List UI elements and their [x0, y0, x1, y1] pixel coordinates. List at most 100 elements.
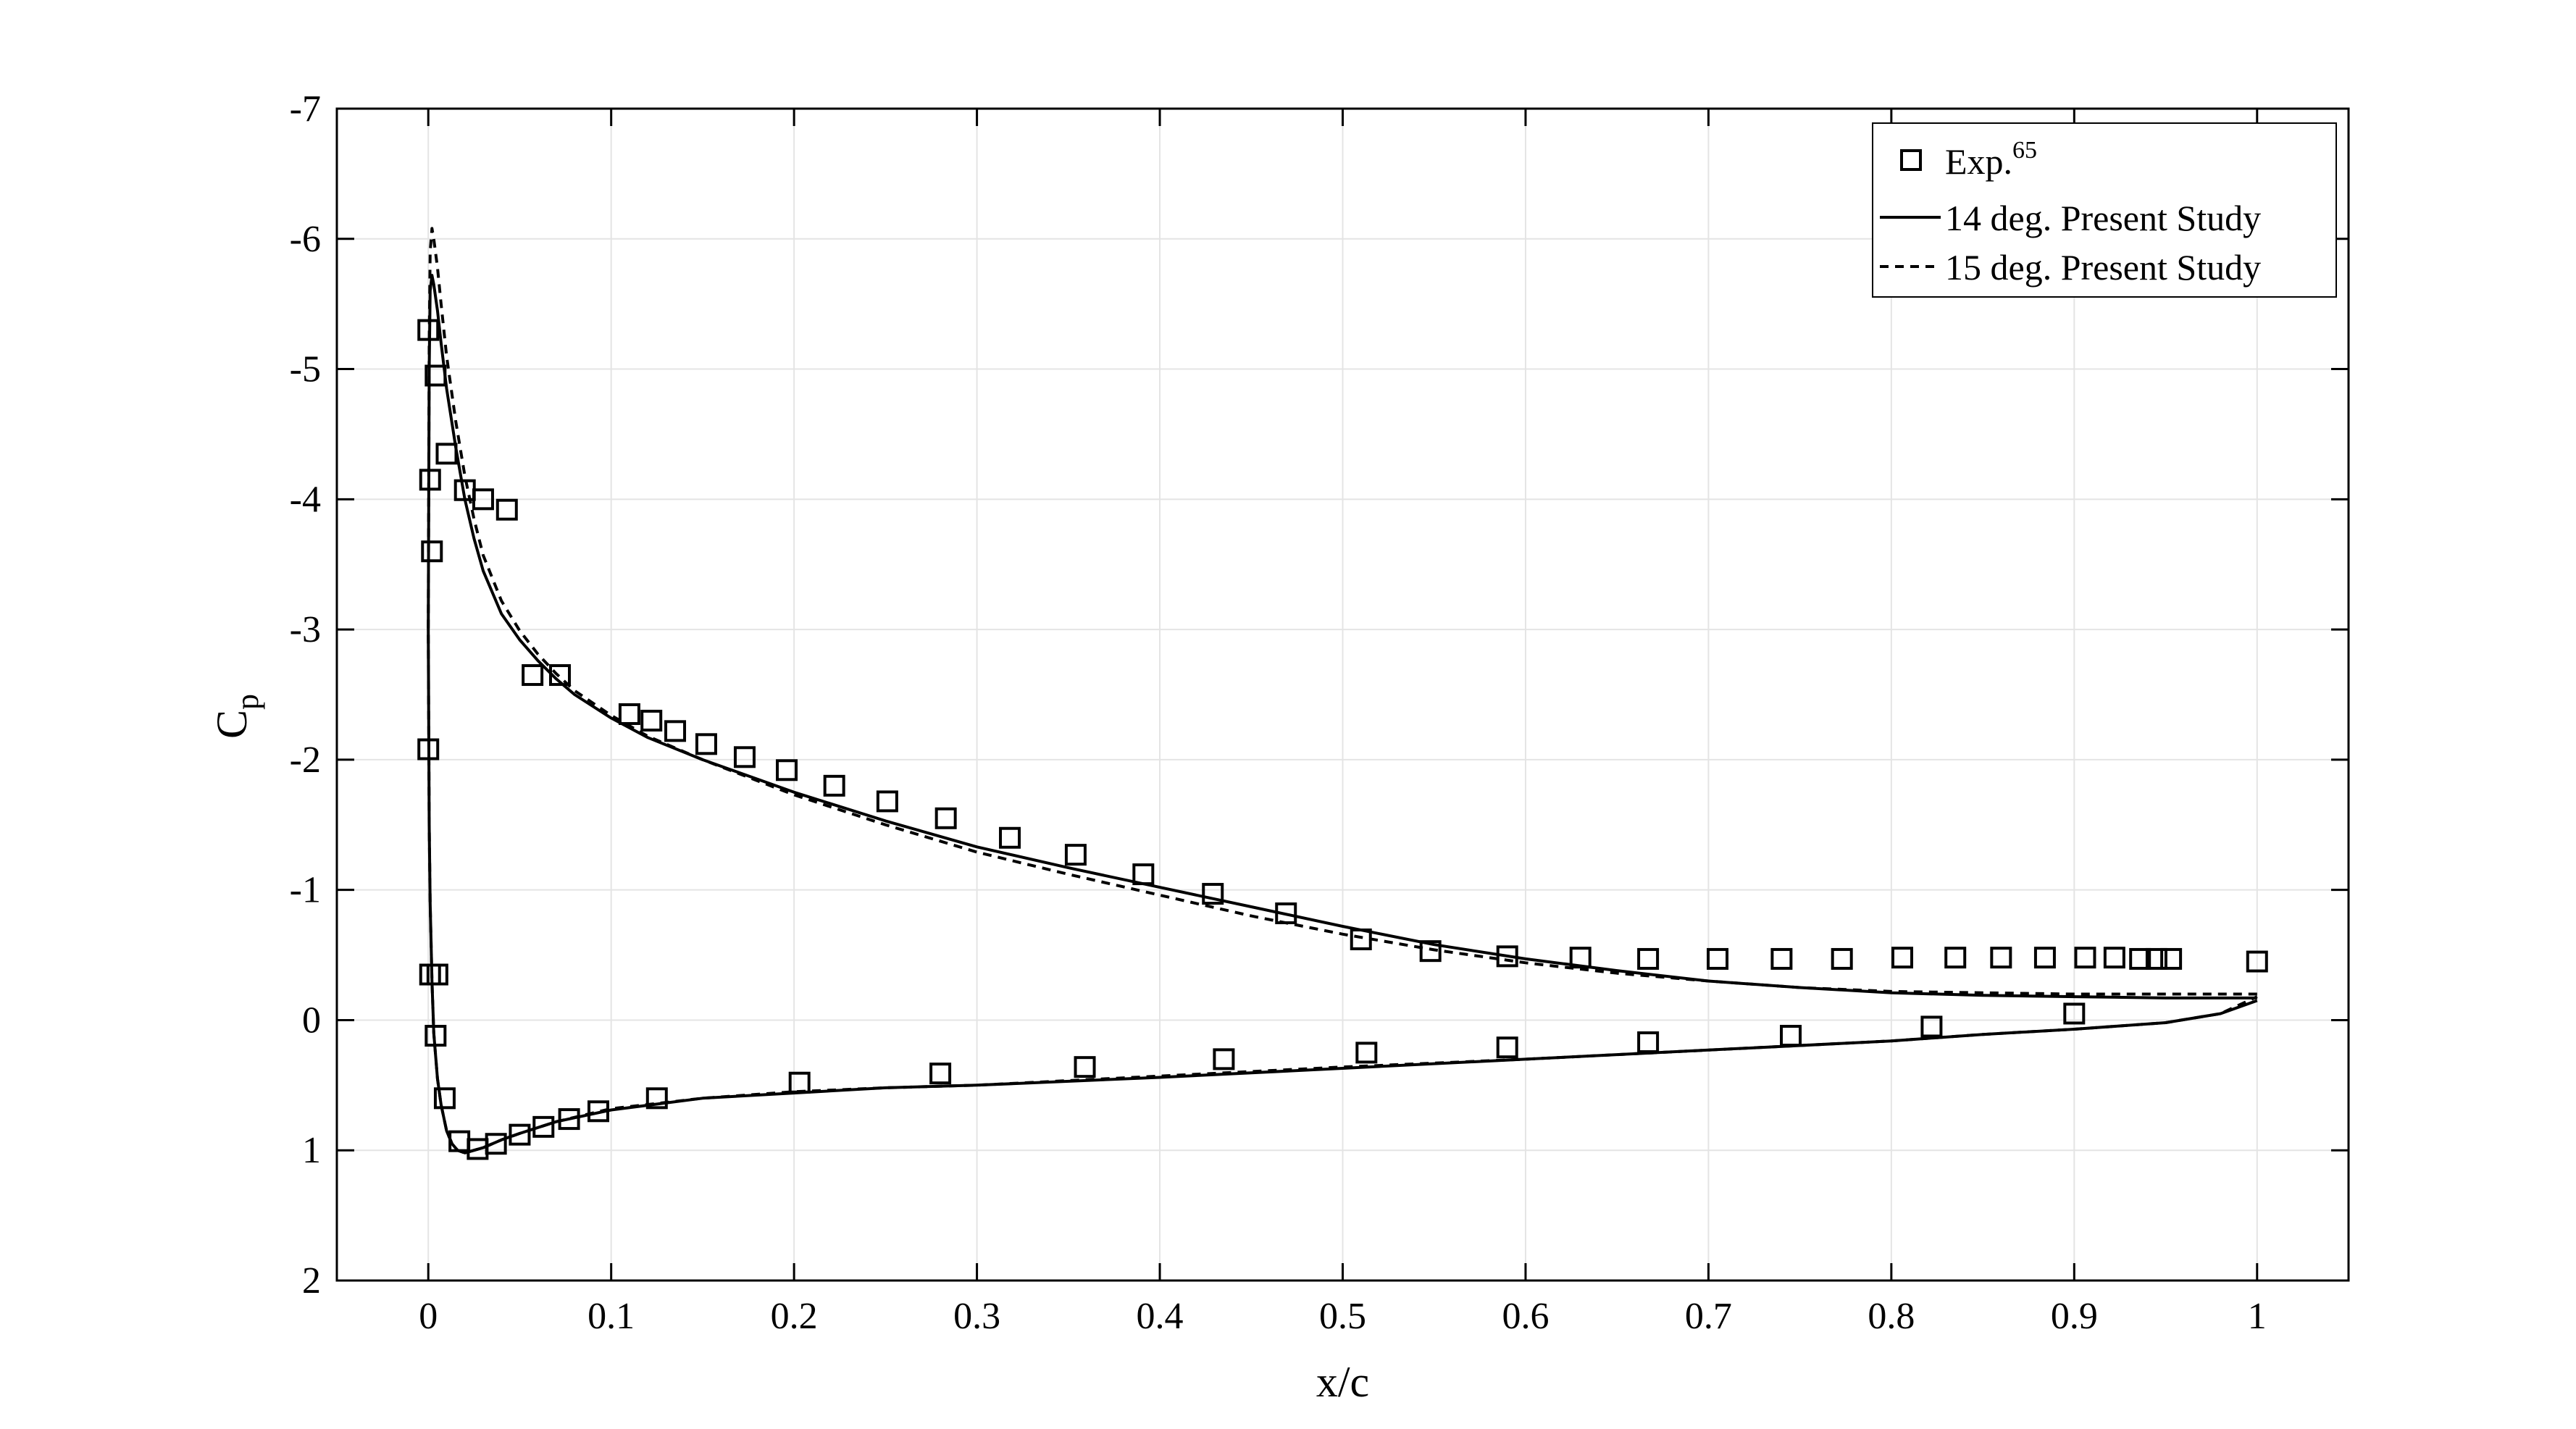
exp-data-point [2145, 947, 2167, 970]
y-axis-label-subscript: p [230, 694, 265, 710]
exp-data-point [934, 807, 957, 829]
exp-data-point [558, 1108, 580, 1131]
exp-data-point [2033, 947, 2056, 969]
y-tick-label: 0 [302, 1000, 321, 1041]
exp-data-point [425, 1025, 447, 1047]
exp-data-point [2063, 1002, 2086, 1025]
plot-curves [427, 227, 2258, 1154]
exp-data-point [433, 1087, 456, 1110]
exp-data-point [733, 746, 756, 768]
legend-label-exp-text: Exp. [1945, 141, 2012, 182]
y-axis-label: Cp [208, 694, 265, 739]
exp-data-point [426, 963, 448, 986]
exp-data-point [1569, 947, 1592, 969]
legend-label-15deg: 15 deg. Present Study [1945, 247, 2261, 288]
exp-data-point [618, 703, 640, 725]
exp-data-point [1944, 947, 1967, 969]
y-tick-label: -6 [290, 219, 321, 260]
exp-data-point [2074, 947, 2096, 969]
y-tick-label: 1 [302, 1130, 321, 1171]
series-line-15deg [427, 227, 2258, 1154]
exp-data-point [1831, 947, 1853, 970]
exp-data-point [1496, 945, 1518, 968]
exp-data-point [695, 733, 717, 755]
series-line-14deg [427, 274, 2258, 1154]
plot-markers [417, 319, 2268, 1160]
exp-data-point [1213, 1048, 1235, 1070]
exp-data-point [425, 364, 447, 387]
legend-label-exp-superscript: 65 [2012, 137, 2037, 164]
exp-data-point [532, 1115, 555, 1138]
x-axis-label: x/c [1316, 1358, 1369, 1406]
exp-data-point [929, 1063, 952, 1085]
y-tick-label: -3 [290, 609, 321, 650]
x-tick-label: 0.3 [953, 1296, 1000, 1337]
exp-data-point [1990, 947, 2012, 969]
exp-data-point [1202, 883, 1224, 905]
exp-data-point [1637, 947, 1660, 970]
exp-data-point [2103, 947, 2125, 969]
y-tick-label: -7 [290, 88, 321, 130]
exp-data-point [823, 774, 845, 797]
x-tick-label: 0.7 [1685, 1296, 1732, 1337]
y-axis-label-main: C [208, 710, 256, 739]
exp-data-point [1275, 902, 1297, 925]
exp-data-point [417, 319, 440, 341]
exp-data-point [1355, 1042, 1378, 1064]
exp-data-point [421, 540, 443, 563]
exp-data-point [1064, 844, 1087, 866]
y-tick-label: -4 [290, 479, 321, 520]
exp-data-point [472, 488, 494, 511]
x-tick-label: 1 [2248, 1296, 2267, 1337]
x-tick-label: 0.6 [1502, 1296, 1549, 1337]
exp-data-point [1132, 863, 1155, 886]
x-tick-label: 0.5 [1319, 1296, 1366, 1337]
exp-data-point [1496, 1036, 1518, 1059]
exp-data-point [435, 443, 458, 465]
exp-data-point [2246, 950, 2268, 973]
exp-data-point [2129, 947, 2151, 970]
legend-label-14deg: 14 deg. Present Study [1945, 198, 2261, 238]
x-tick-label: 0.9 [2051, 1296, 2098, 1337]
exp-data-point [509, 1123, 531, 1146]
x-tick-label: 0.8 [1868, 1296, 1915, 1337]
exp-data-point [640, 709, 663, 732]
x-tick-label: 0 [419, 1296, 438, 1337]
ticks [337, 107, 2349, 1282]
legend: Exp.65 14 deg. Present Study 15 deg. Pre… [1872, 122, 2337, 298]
x-tick-label: 0.2 [771, 1296, 818, 1337]
exp-data-point [1920, 1015, 1943, 1038]
exp-data-point [485, 1133, 507, 1155]
grid [337, 108, 2349, 1281]
legend-box [1872, 122, 2337, 298]
exp-data-point [1637, 1031, 1660, 1054]
tick-labels: 0 0.1 0.2 0.3 0.4 0.5 0.6 0.7 0.8 0.9 1 -7 -6 -5 -4 -3 -… [290, 88, 2267, 1337]
legend-label-exp: Exp.65 [1945, 137, 2037, 182]
exp-data-point [645, 1087, 668, 1110]
y-tick-label: -5 [290, 349, 321, 390]
exp-data-point [587, 1100, 610, 1123]
y-tick-label: 2 [302, 1260, 321, 1302]
exp-data-point [788, 1071, 811, 1094]
y-tick-label: -2 [290, 739, 321, 781]
exp-data-point [1707, 947, 1729, 970]
exp-data-point [1891, 947, 1914, 969]
x-tick-label: 0.4 [1137, 1296, 1184, 1337]
y-tick-label: -1 [290, 870, 321, 911]
exp-data-point [522, 664, 544, 687]
exp-data-point [419, 469, 441, 491]
x-tick-label: 0.1 [587, 1296, 635, 1337]
exp-data-point [664, 720, 687, 742]
exp-data-point [999, 826, 1021, 849]
exp-data-point [1074, 1056, 1096, 1078]
exp-data-point [417, 738, 440, 760]
exp-data-point [876, 790, 898, 813]
exp-data-point [548, 664, 571, 687]
exp-data-point [776, 759, 798, 781]
exp-data-point [1419, 940, 1442, 963]
legend-square-marker [1900, 149, 1922, 171]
exp-data-point [1780, 1025, 1802, 1047]
exp-data-point [1770, 947, 1793, 970]
exp-data-point [495, 498, 518, 521]
